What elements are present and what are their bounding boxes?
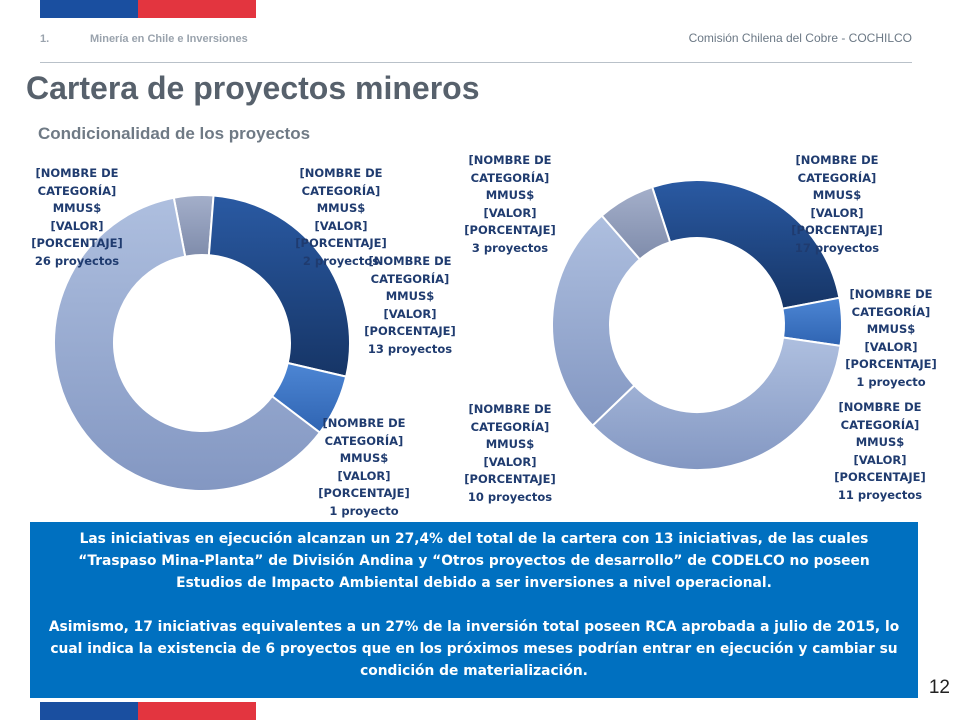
label-line: [PORCENTAJE] xyxy=(791,223,883,237)
label-line: [NOMBRE DE xyxy=(838,400,922,414)
chart-2-slice-5 xyxy=(600,185,672,261)
label-line: [NOMBRE DE xyxy=(35,166,119,180)
chart-2-slice-5-label: [NOMBRE DE CATEGORÍA] MMUS$ [VALOR] [PORCENT… xyxy=(464,152,555,257)
chart-1-slice-2-label: [NOMBRE DE CATEGORÍA] MMUS$ [VALOR] [PORCENT… xyxy=(364,253,455,358)
label-line: 3 proyectos xyxy=(471,240,549,255)
label-line: [PORCENTAJE] xyxy=(845,357,937,371)
label-line: [VALOR] xyxy=(337,468,391,483)
label-line: 26 proyectos xyxy=(34,253,120,268)
label-line: [VALOR] xyxy=(383,306,437,321)
label-line: MMUS$ xyxy=(855,435,905,449)
flag-blue-stripe xyxy=(40,702,138,720)
label-line: [PORCENTAJE] xyxy=(464,472,556,486)
flag-bar-bottom xyxy=(40,702,256,720)
label-line: CATEGORÍA] xyxy=(797,170,877,185)
label-line: [PORCENTAJE] xyxy=(318,486,410,500)
flag-bar-top xyxy=(40,0,256,18)
chart-2-slice-4 xyxy=(551,214,642,427)
flag-blue-stripe xyxy=(40,0,138,18)
chart-1-slice-4-label: [NOMBRE DE CATEGORÍA] MMUS$ [VALOR] [PORCENT… xyxy=(31,165,122,270)
chart-2-slice-1 xyxy=(650,179,841,310)
chart-1-slice-1-label: [NOMBRE DE CATEGORÍA] MMUS$ [VALOR] [PORCENT… xyxy=(295,165,386,270)
label-line: [NOMBRE DE xyxy=(322,416,406,430)
header-divider xyxy=(40,62,912,63)
label-line: [NOMBRE DE xyxy=(795,153,879,167)
label-line: CATEGORÍA] xyxy=(470,419,550,434)
label-line: MMUS$ xyxy=(485,437,535,451)
label-line: 13 proyectos xyxy=(367,341,453,356)
label-line: [VALOR] xyxy=(810,205,864,220)
label-line: 11 proyectos xyxy=(837,487,923,502)
label-line: [PORCENTAJE] xyxy=(464,223,556,237)
flag-red-stripe xyxy=(138,0,256,18)
label-line: [NOMBRE DE xyxy=(299,166,383,180)
label-line: MMUS$ xyxy=(385,289,435,303)
label-line: 2 proyectos xyxy=(302,253,380,268)
label-line: [VALOR] xyxy=(483,205,537,220)
organization-name: Comisión Chilena del Cobre - COCHILCO xyxy=(688,31,912,45)
chart-2-slice-1-label: [NOMBRE DE CATEGORÍA] MMUS$ [VALOR] [PORCENT… xyxy=(791,152,882,257)
label-line: CATEGORÍA] xyxy=(470,170,550,185)
label-line: [PORCENTAJE] xyxy=(31,236,123,250)
label-line: [PORCENTAJE] xyxy=(834,470,926,484)
chart-2-slice-4-label: [NOMBRE DE CATEGORÍA] MMUS$ [VALOR] [PORCENT… xyxy=(464,401,555,506)
label-line: MMUS$ xyxy=(812,188,862,202)
label-line: [VALOR] xyxy=(314,218,368,233)
label-line: CATEGORÍA] xyxy=(851,304,931,319)
callout-paragraph-2: Asimismo, 17 iniciativas equivalentes a … xyxy=(48,619,900,679)
section-number: 1. xyxy=(40,33,50,45)
label-line: [NOMBRE DE xyxy=(368,254,452,268)
label-line: [NOMBRE DE xyxy=(849,287,933,301)
label-line: [VALOR] xyxy=(864,339,918,354)
label-line: [VALOR] xyxy=(853,452,907,467)
section-title: Minería en Chile e Inversiones xyxy=(90,33,248,45)
label-line: [NOMBRE DE xyxy=(468,153,552,167)
label-line: MMUS$ xyxy=(339,451,389,465)
label-line: 1 proyecto xyxy=(329,503,399,518)
label-line: MMUS$ xyxy=(52,201,102,215)
label-line: CATEGORÍA] xyxy=(840,417,920,432)
page-number: 12 xyxy=(928,677,950,698)
label-line: CATEGORÍA] xyxy=(324,433,404,448)
label-line: 17 proyectos xyxy=(794,240,880,255)
chart-1-slice-3-label: [NOMBRE DE CATEGORÍA] MMUS$ [VALOR] [PORCENT… xyxy=(318,415,409,520)
donut-charts xyxy=(53,179,843,492)
chart-2-slice-3-label: [NOMBRE DE CATEGORÍA] MMUS$ [VALOR] [PORCENT… xyxy=(834,399,925,504)
page-subtitle: Condicionalidad de los proyectos xyxy=(38,124,311,143)
chart-2-slice-2-label: [NOMBRE DE CATEGORÍA] MMUS$ [VALOR] [PORCENT… xyxy=(845,286,936,391)
label-line: CATEGORÍA] xyxy=(370,271,450,286)
label-line: CATEGORÍA] xyxy=(37,183,117,198)
label-line: [VALOR] xyxy=(50,218,104,233)
label-line: [PORCENTAJE] xyxy=(295,236,387,250)
flag-red-stripe xyxy=(138,702,256,720)
chart-1-slice-2 xyxy=(207,194,351,378)
chart-2-slice-3 xyxy=(591,336,842,471)
callout-paragraph-1: Las iniciativas en ejecución alcanzan un… xyxy=(78,531,870,591)
label-line: MMUS$ xyxy=(866,322,916,336)
label-line: MMUS$ xyxy=(485,188,535,202)
label-line: 10 proyectos xyxy=(467,489,553,504)
chart-1-slice-4 xyxy=(53,196,322,492)
summary-callout: Las iniciativas en ejecución alcanzan un… xyxy=(30,522,918,698)
label-line: [VALOR] xyxy=(483,454,537,469)
label-line: [PORCENTAJE] xyxy=(364,324,456,338)
label-line: CATEGORÍA] xyxy=(301,183,381,198)
label-line: 1 proyecto xyxy=(856,374,926,389)
label-line: [NOMBRE DE xyxy=(468,402,552,416)
label-line: MMUS$ xyxy=(316,201,366,215)
page-title: Cartera de proyectos mineros xyxy=(26,70,480,106)
